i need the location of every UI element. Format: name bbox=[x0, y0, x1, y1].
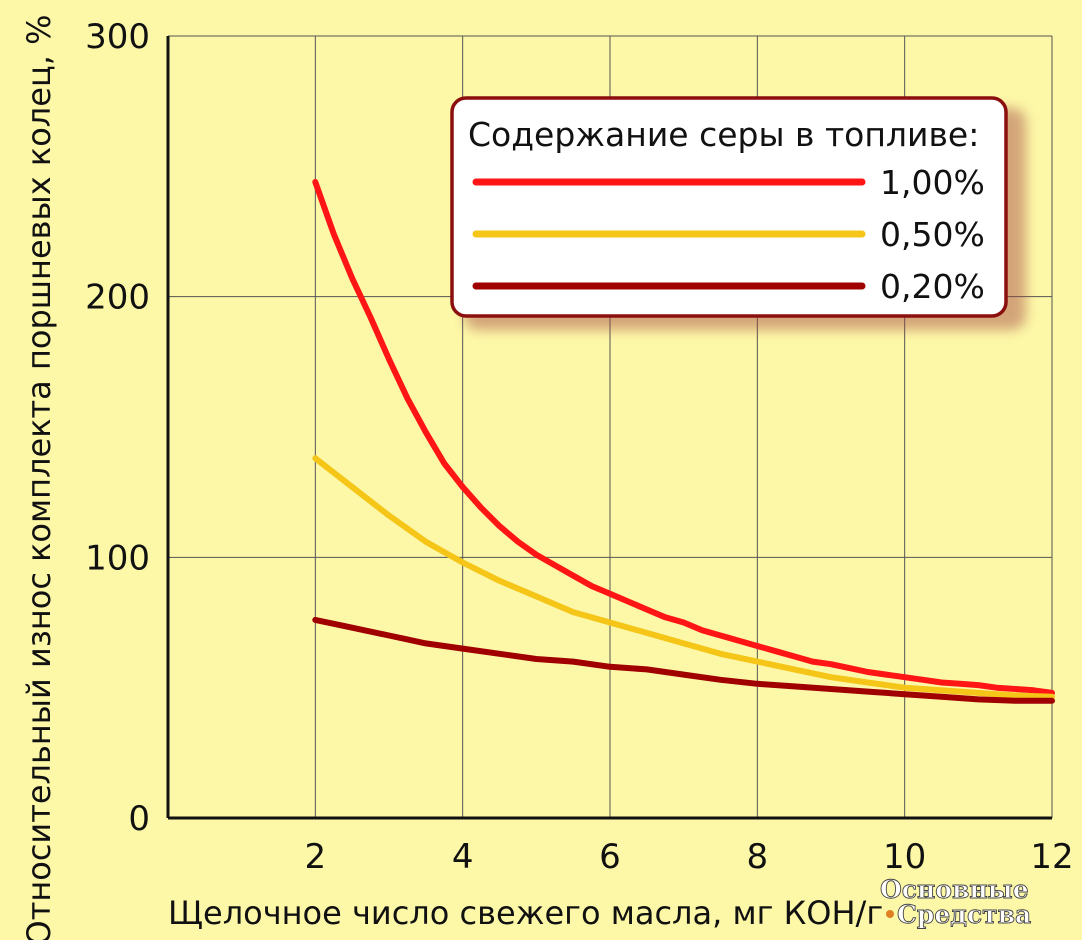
x-tick-labels: 2 4 6 8 10 12 bbox=[305, 837, 1074, 877]
y-tick-label: 300 bbox=[85, 17, 150, 57]
y-tick-labels: 0 100 200 300 bbox=[85, 17, 150, 839]
series-line bbox=[312, 179, 1055, 696]
x-tick-label: 6 bbox=[599, 837, 621, 877]
legend-box bbox=[450, 96, 1008, 318]
y-tick-label: 200 bbox=[85, 278, 150, 318]
legend-label: 0,50% bbox=[880, 215, 985, 254]
legend-items: 1,00% 0,50% 0,20% bbox=[472, 163, 985, 306]
y-axis-title: Относительный износ комплекта поршневых … bbox=[20, 15, 58, 940]
legend-label: 1,00% bbox=[880, 163, 985, 202]
x-axis-title: Щелочное число свежего масла, мг КОН/г bbox=[168, 894, 883, 932]
series-line bbox=[312, 455, 1055, 700]
x-tick-label: 2 bbox=[305, 837, 327, 877]
x-tick-label: 8 bbox=[747, 837, 769, 877]
watermark-dot bbox=[886, 910, 894, 918]
legend: Содержание серы в топливе: 1,00% 0,50% 0,2… bbox=[450, 96, 1026, 330]
series-line bbox=[312, 616, 1055, 704]
axes bbox=[166, 36, 1052, 820]
legend-title: Содержание серы в топливе: bbox=[468, 115, 979, 154]
y-tick-label: 100 bbox=[85, 538, 150, 578]
x-tick-label: 4 bbox=[452, 837, 474, 877]
watermark-logo: Основные Средства bbox=[880, 875, 1032, 930]
y-tick-label: 0 bbox=[128, 799, 150, 839]
legend-label: 0,20% bbox=[880, 267, 985, 306]
x-tick-label: 12 bbox=[1030, 837, 1073, 877]
series-lines bbox=[312, 179, 1055, 704]
svg-text:Основные: Основные bbox=[880, 875, 1029, 904]
x-tick-label: 10 bbox=[883, 837, 926, 877]
svg-text:Средства: Средства bbox=[897, 900, 1031, 929]
